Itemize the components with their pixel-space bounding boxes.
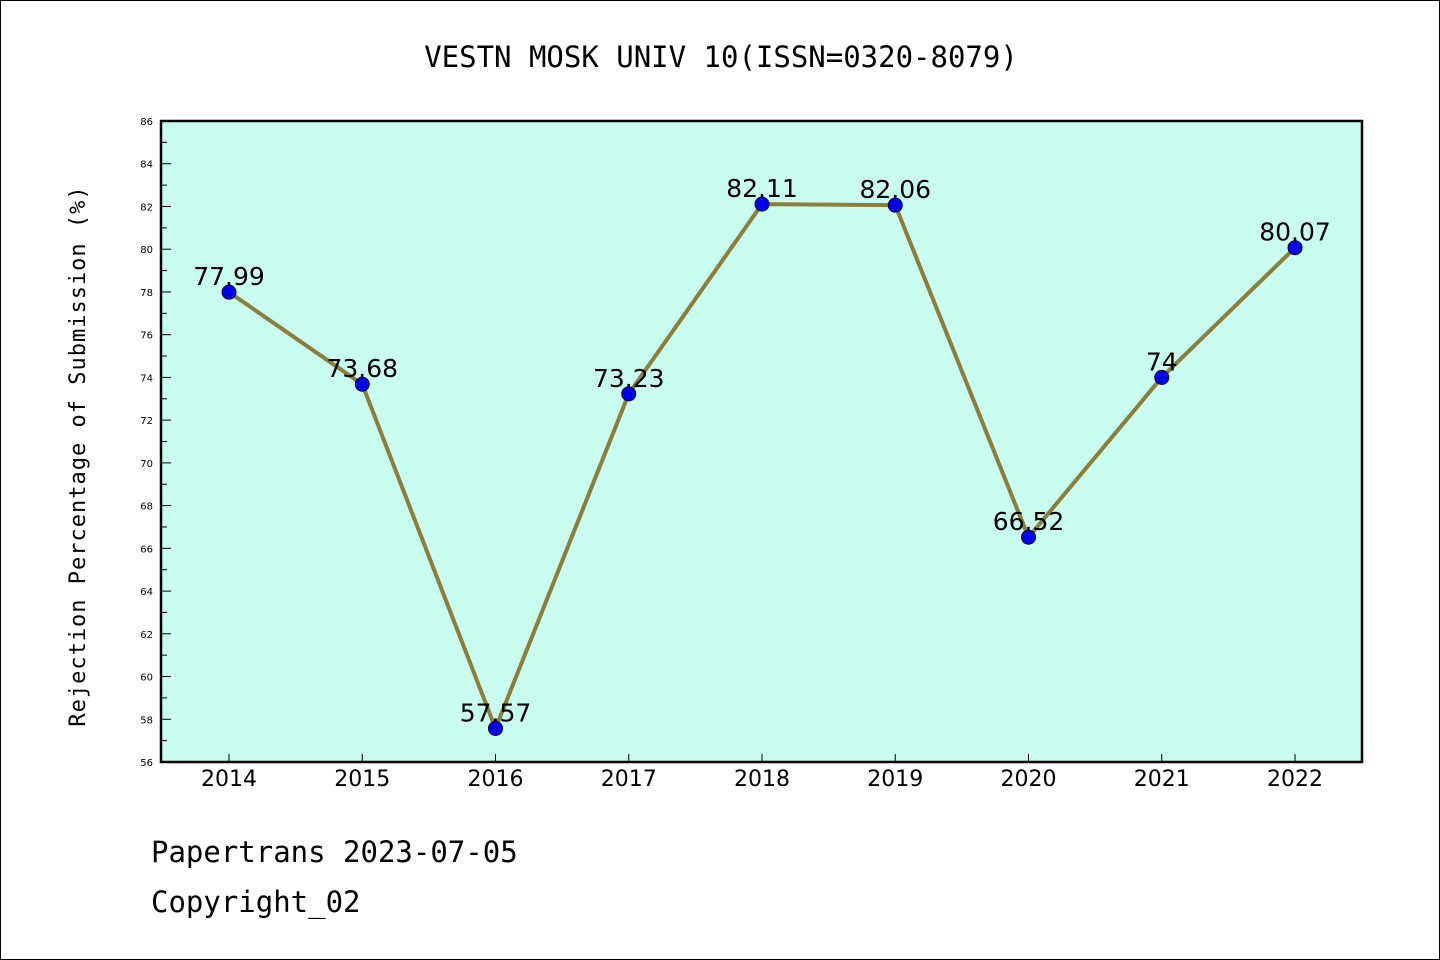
y-tick-label: 74 xyxy=(140,373,153,384)
x-tick-label: 2015 xyxy=(334,767,390,792)
data-label: 82.06 xyxy=(859,175,931,204)
y-tick-label: 70 xyxy=(140,459,153,470)
y-tick-label: 58 xyxy=(140,715,153,726)
data-point xyxy=(1154,369,1170,385)
x-axis-ticks: 2014 2015 2016 2017 2018 2019 2020 2021 2022 xyxy=(201,754,1323,792)
data-point xyxy=(488,720,503,736)
data-point xyxy=(1287,240,1303,256)
x-tick-label: 2017 xyxy=(601,767,657,792)
y-tick-label: 64 xyxy=(140,587,153,598)
y-tick-label: 76 xyxy=(140,331,153,342)
data-labels: 77.99 73.68 57.57 73.23 82.11 82.06 66.52 74 80.… xyxy=(193,174,1331,727)
y-tick-label: 78 xyxy=(140,288,153,299)
data-label: 57.57 xyxy=(460,698,532,727)
x-tick-label: 2019 xyxy=(867,767,923,792)
data-point xyxy=(354,376,370,392)
y-tick-label: 66 xyxy=(140,544,153,555)
y-tick-label: 62 xyxy=(140,630,153,641)
data-point xyxy=(221,284,237,300)
y-tick-label: 84 xyxy=(140,160,153,171)
data-point xyxy=(887,197,903,213)
y-tick-label: 80 xyxy=(140,245,153,256)
data-label: 73.68 xyxy=(326,354,398,383)
y-tick-label: 56 xyxy=(140,758,153,769)
y-tick-label: 86 xyxy=(140,117,153,128)
y-tick-label: 82 xyxy=(140,202,153,213)
x-tick-label: 2020 xyxy=(1001,767,1057,792)
y-axis-label: Rejection Percentage of Submission (%) xyxy=(66,185,91,726)
y-tick-label: 60 xyxy=(140,673,153,684)
x-tick-label: 2016 xyxy=(468,767,524,792)
footer-date: Papertrans 2023-07-05 xyxy=(151,835,518,869)
data-point xyxy=(621,386,637,402)
y-tick-label: 72 xyxy=(140,416,153,427)
y-tick-label: 68 xyxy=(140,502,153,513)
data-point xyxy=(1021,529,1036,545)
x-tick-label: 2021 xyxy=(1134,767,1190,792)
data-label: 82.11 xyxy=(726,174,798,203)
plot-area xyxy=(159,119,1364,764)
y-axis-ticks: 56 58 60 62 64 66 68 70 72 74 76 78 80 82 84 86 xyxy=(140,117,171,769)
data-label: 66.52 xyxy=(993,507,1065,536)
x-tick-label: 2018 xyxy=(734,767,790,792)
x-tick-label: 2014 xyxy=(201,767,257,792)
footer-copyright: Copyright_02 xyxy=(151,885,361,919)
data-label: 80.07 xyxy=(1259,218,1331,247)
data-label: 73.23 xyxy=(593,364,665,393)
data-point xyxy=(754,196,770,212)
data-label: 74 xyxy=(1146,347,1178,376)
x-tick-label: 2022 xyxy=(1267,767,1323,792)
data-markers xyxy=(221,196,1303,736)
chart-title: VESTN MOSK UNIV 10(ISSN=0320-8079) xyxy=(424,40,1018,74)
data-label: 77.99 xyxy=(193,262,265,291)
